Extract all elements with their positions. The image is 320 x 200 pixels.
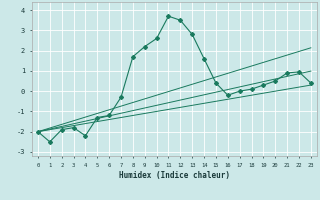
X-axis label: Humidex (Indice chaleur): Humidex (Indice chaleur) — [119, 171, 230, 180]
